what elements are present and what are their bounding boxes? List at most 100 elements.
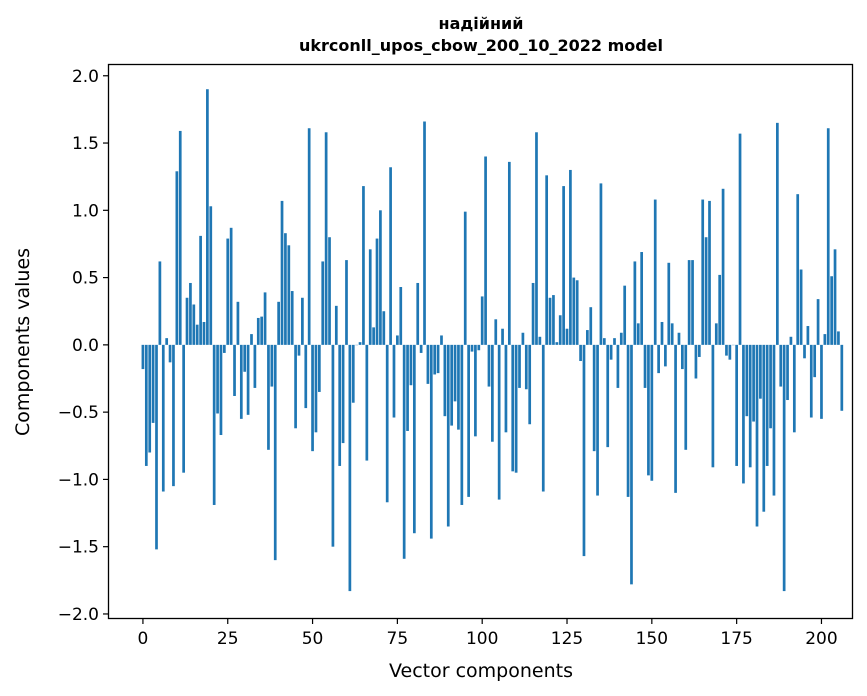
bar-185 — [769, 344, 772, 429]
bar-138 — [609, 344, 613, 360]
bar-77 — [402, 344, 406, 559]
bar-21 — [212, 344, 216, 505]
bar-200 — [820, 344, 823, 419]
bar-129 — [579, 344, 582, 362]
bar-64 — [358, 342, 362, 345]
bar-113 — [524, 344, 528, 390]
bar-183 — [762, 344, 766, 512]
bar-14 — [189, 282, 192, 345]
bar-117 — [538, 336, 542, 345]
bar-181 — [755, 344, 759, 527]
bar-161 — [687, 260, 691, 345]
bar-189 — [782, 344, 786, 592]
bar-120 — [548, 297, 552, 345]
bar-171 — [721, 188, 725, 345]
bar-29 — [239, 344, 243, 419]
bar-115 — [531, 282, 535, 345]
bar-28 — [236, 301, 240, 345]
bar-46 — [297, 344, 301, 356]
bar-103 — [491, 344, 494, 442]
bar-144 — [630, 344, 633, 585]
bar-199 — [816, 299, 820, 345]
bar-122 — [555, 342, 559, 345]
bar-137 — [606, 344, 610, 448]
bar-52 — [317, 344, 321, 392]
bar-203 — [830, 276, 833, 345]
bar-79 — [409, 344, 413, 386]
bar-176 — [738, 133, 742, 345]
bar-23 — [219, 344, 223, 436]
bar-128 — [575, 280, 579, 345]
bar-127 — [572, 277, 576, 345]
bar-61 — [348, 344, 352, 592]
bar-65 — [362, 186, 365, 345]
bar-157 — [674, 344, 677, 493]
bar-175 — [735, 344, 738, 466]
bar-206 — [840, 344, 844, 411]
bar-90 — [446, 344, 450, 527]
bar-71 — [382, 311, 386, 345]
bar-91 — [450, 344, 454, 426]
bar-94 — [460, 344, 464, 505]
bar-30 — [243, 344, 247, 372]
bar-111 — [518, 344, 521, 388]
bar-147 — [640, 252, 644, 345]
bar-38 — [270, 344, 274, 387]
bar-170 — [718, 274, 722, 345]
bar-107 — [504, 344, 508, 433]
bar-89 — [443, 344, 447, 417]
bar-124 — [562, 186, 565, 345]
x-tick-label: 75 — [387, 629, 409, 649]
bar-108 — [507, 161, 511, 345]
bar-163 — [694, 344, 698, 379]
bar-182 — [759, 344, 762, 399]
bar-51 — [314, 344, 318, 433]
bar-12 — [182, 344, 185, 473]
bar-26 — [229, 227, 233, 345]
bar-165 — [701, 199, 705, 345]
bar-43 — [287, 245, 291, 345]
bar-145 — [633, 261, 637, 345]
bar-166 — [704, 237, 708, 345]
bar-80 — [412, 344, 416, 534]
y-tick-label: −1.0 — [58, 470, 99, 490]
bar-167 — [708, 200, 711, 345]
bar-192 — [792, 344, 796, 433]
bar-180 — [752, 344, 755, 422]
y-tick-label: 0.0 — [72, 336, 99, 356]
bar-116 — [535, 132, 538, 345]
bar-40 — [277, 301, 280, 345]
bar-60 — [345, 260, 348, 345]
bar-69 — [375, 238, 379, 345]
chart-title-line-1: надійний — [439, 14, 524, 33]
bar-95 — [463, 211, 467, 345]
bar-93 — [457, 344, 460, 430]
bar-45 — [294, 344, 297, 429]
bar-7 — [165, 338, 169, 345]
bar-32 — [250, 334, 253, 345]
bar-98 — [474, 344, 477, 437]
bar-81 — [416, 282, 420, 345]
bar-48 — [304, 344, 308, 409]
bar-132 — [589, 307, 593, 345]
bar-10 — [175, 171, 179, 345]
y-axis-ticks: 2.0 1.5 1.0 0.5 0.0 −0.5 −1.0 −1.5 −2.0 — [58, 67, 109, 625]
bar-20 — [209, 206, 213, 345]
bar-66 — [365, 344, 369, 461]
bar-50 — [311, 344, 314, 452]
y-tick-label: 1.0 — [72, 201, 99, 221]
plot-frame — [107, 63, 854, 620]
x-tick-label: 125 — [551, 629, 583, 649]
bar-179 — [748, 344, 752, 468]
bar-42 — [284, 233, 287, 345]
bar-187 — [776, 122, 779, 345]
bar-196 — [806, 326, 810, 345]
bar-18 — [202, 321, 206, 345]
bar-155 — [667, 262, 671, 345]
bar-83 — [423, 121, 426, 345]
bar-134 — [596, 344, 599, 496]
y-axis-label: Components values — [12, 248, 34, 436]
y-tick-label: −0.5 — [58, 403, 99, 423]
bar-205 — [837, 331, 840, 345]
